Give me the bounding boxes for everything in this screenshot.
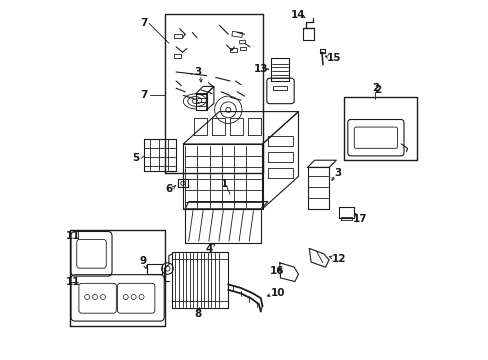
Text: 17: 17 (352, 214, 367, 224)
Bar (230, 48, 237, 52)
Text: 2: 2 (371, 83, 379, 93)
Text: 2: 2 (373, 85, 381, 95)
Text: 1: 1 (221, 179, 228, 189)
Text: 3: 3 (334, 168, 341, 178)
Bar (231, 31, 242, 37)
Text: 6: 6 (165, 184, 172, 194)
Bar (239, 47, 246, 50)
Text: 16: 16 (269, 266, 284, 276)
Text: 13: 13 (253, 64, 267, 74)
Text: 5: 5 (132, 153, 139, 163)
Text: 10: 10 (270, 288, 285, 298)
Text: 3: 3 (194, 67, 201, 77)
Text: 14: 14 (290, 10, 305, 20)
Text: 15: 15 (326, 53, 340, 63)
Text: 7: 7 (140, 18, 147, 28)
Bar (239, 40, 245, 44)
Text: 11: 11 (66, 276, 81, 287)
Text: 4: 4 (205, 244, 212, 254)
Bar (174, 54, 181, 58)
Text: 9: 9 (139, 256, 146, 266)
Text: 8: 8 (194, 309, 202, 319)
Text: 11: 11 (66, 231, 81, 241)
Text: 7: 7 (141, 90, 148, 100)
Bar (174, 34, 182, 38)
Text: 12: 12 (331, 254, 346, 264)
